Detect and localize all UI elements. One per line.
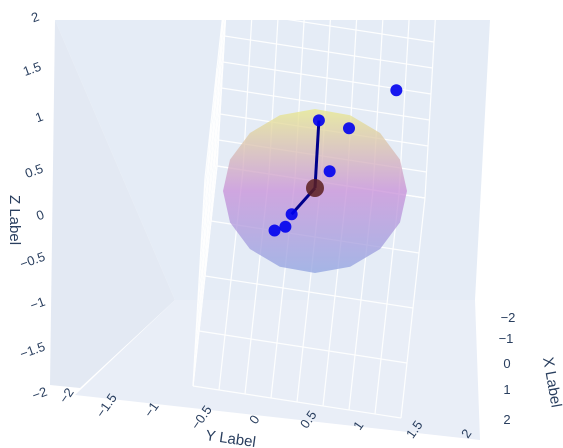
y-tick-label: −1: [141, 399, 162, 420]
grid-line: [192, 177, 206, 387]
grid-line: [224, 35, 433, 69]
data-point: [285, 208, 298, 221]
x-tick-label: −1: [499, 331, 514, 346]
data-point: [268, 224, 281, 237]
z-tick-label: −0.5: [18, 249, 47, 272]
grid-line: [204, 275, 414, 309]
z-tick-label: 1.5: [21, 59, 43, 79]
data-points: [268, 84, 403, 237]
z-tick-label: 1: [33, 109, 45, 126]
grid-line: [225, 9, 435, 43]
floor-pane: [75, 300, 480, 440]
y-tick-label: −2: [56, 385, 77, 406]
z-tick-label: 2: [29, 9, 41, 26]
z-tick-label: −2: [30, 384, 49, 403]
z-tick-label: −1: [28, 294, 47, 313]
grid-line: [216, 0, 228, 167]
z-tick-label: −1.5: [18, 339, 47, 362]
grid-line: [198, 122, 212, 332]
grid-line: [204, 67, 218, 277]
y-axis-title: Y Label: [204, 427, 256, 448]
left-pane: [50, 20, 175, 388]
x-tick-label: 0: [503, 356, 510, 371]
grid-line: [198, 330, 408, 364]
data-point: [312, 114, 325, 127]
grid-line: [424, 0, 438, 199]
data-point: [279, 220, 292, 233]
z-tick-label: 0: [34, 207, 46, 224]
x-tick-label: 1: [503, 382, 510, 397]
grid-line: [192, 385, 402, 419]
x-tick-label: −2: [501, 310, 516, 325]
grid-line: [327, 0, 436, 17]
center-point: [306, 179, 324, 197]
x-axis-title: X Label: [539, 356, 563, 409]
data-point: [343, 122, 355, 135]
x-tick-label: 2: [503, 412, 510, 427]
grid-line: [210, 12, 224, 222]
grid-line: [398, 0, 411, 195]
data-point: [323, 165, 336, 178]
z-axis-title: Z Label: [6, 195, 23, 245]
data-point: [390, 84, 403, 97]
z-tick-label: 0.5: [23, 161, 45, 181]
connector-line: [313, 120, 321, 189]
